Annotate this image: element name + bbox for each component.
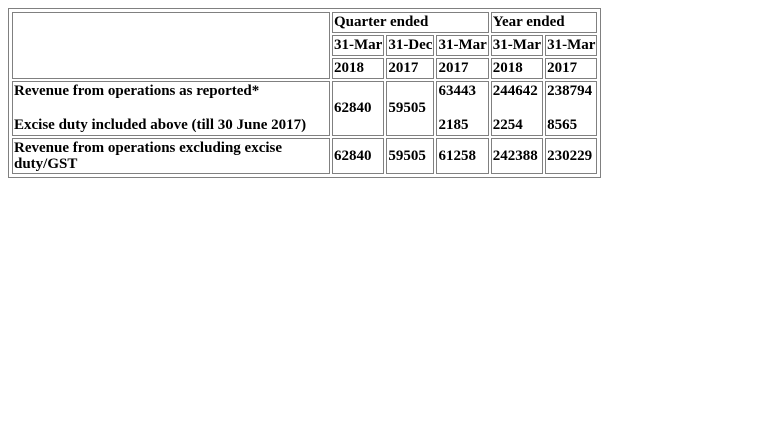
revenue-excluding-value: 230229 [545,138,598,174]
month-header: 31-Dec [386,35,435,56]
label-spacer [14,100,328,117]
excise-duty-label: Excise duty included above (till 30 June… [14,117,307,133]
year-ended-header: Year ended [490,12,598,33]
excise-duty-value: 8565 [547,117,578,133]
revenue-excluding-value: 61258 [436,138,489,174]
revenue-reported-label: Revenue from operations as reported* [14,83,260,99]
excise-duty-value: 2185 [438,117,469,133]
financial-table-frame: Quarter ended Year ended 31-Mar 31-Dec 3… [8,8,602,178]
year-header: 2017 [386,58,435,79]
year-header: 2018 [332,58,385,79]
revenue-excluding-label: Revenue from operations excluding excise… [12,138,330,174]
revenue-and-excise-labels: Revenue from operations as reported* Exc… [12,81,330,136]
month-header-row: 31-Mar 31-Dec 31-Mar 31-Mar 31-Mar [12,35,598,56]
year-header: 2017 [545,58,598,79]
revenue-excluding-value: 59505 [386,138,435,174]
revenue-reported-value: 244642 [492,83,538,99]
quarter-ended-header: Quarter ended [332,12,489,33]
group-header-row: Quarter ended Year ended [12,12,598,79]
month-header: 31-Mar [436,35,489,56]
month-header: 31-Mar [545,35,598,56]
revenue-and-excise-row: Revenue from operations as reported* Exc… [12,81,598,136]
revenue-reported-value: 62840 [332,81,385,136]
revenue-excluding-value: 242388 [490,138,544,174]
year-header-row: 2018 2017 2017 2018 2017 [12,58,598,79]
revenue-reported-value: 63443 [438,83,476,99]
blank-header-cell [12,12,330,79]
revenue-reported-value: 59505 [386,81,435,136]
stacked-values-cell: 244642 2254 [490,81,544,136]
excise-duty-value: 2254 [492,117,523,133]
revenue-table: Quarter ended Year ended 31-Mar 31-Dec 3… [10,10,599,176]
revenue-reported-value: 238794 [547,83,593,99]
stacked-values-cell: 238794 8565 [545,81,598,136]
month-header: 31-Mar [332,35,385,56]
stacked-values-cell: 63443 2185 [436,81,489,136]
revenue-excluding-row: Revenue from operations excluding excise… [12,138,598,174]
year-header: 2018 [490,58,544,79]
year-header: 2017 [436,58,489,79]
revenue-excluding-value: 62840 [332,138,385,174]
month-header: 31-Mar [490,35,544,56]
